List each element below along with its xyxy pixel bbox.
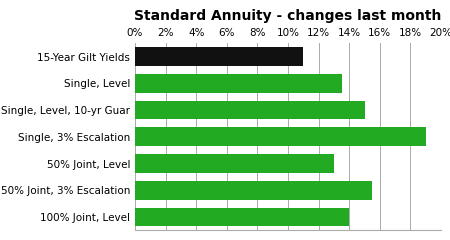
Bar [135, 181, 372, 200]
Bar [135, 154, 334, 173]
Bar [135, 74, 342, 93]
Title: Standard Annuity - changes last month: Standard Annuity - changes last month [134, 9, 442, 23]
Bar [135, 47, 303, 66]
Bar [135, 127, 426, 146]
Bar [135, 208, 349, 226]
Bar [135, 101, 364, 120]
